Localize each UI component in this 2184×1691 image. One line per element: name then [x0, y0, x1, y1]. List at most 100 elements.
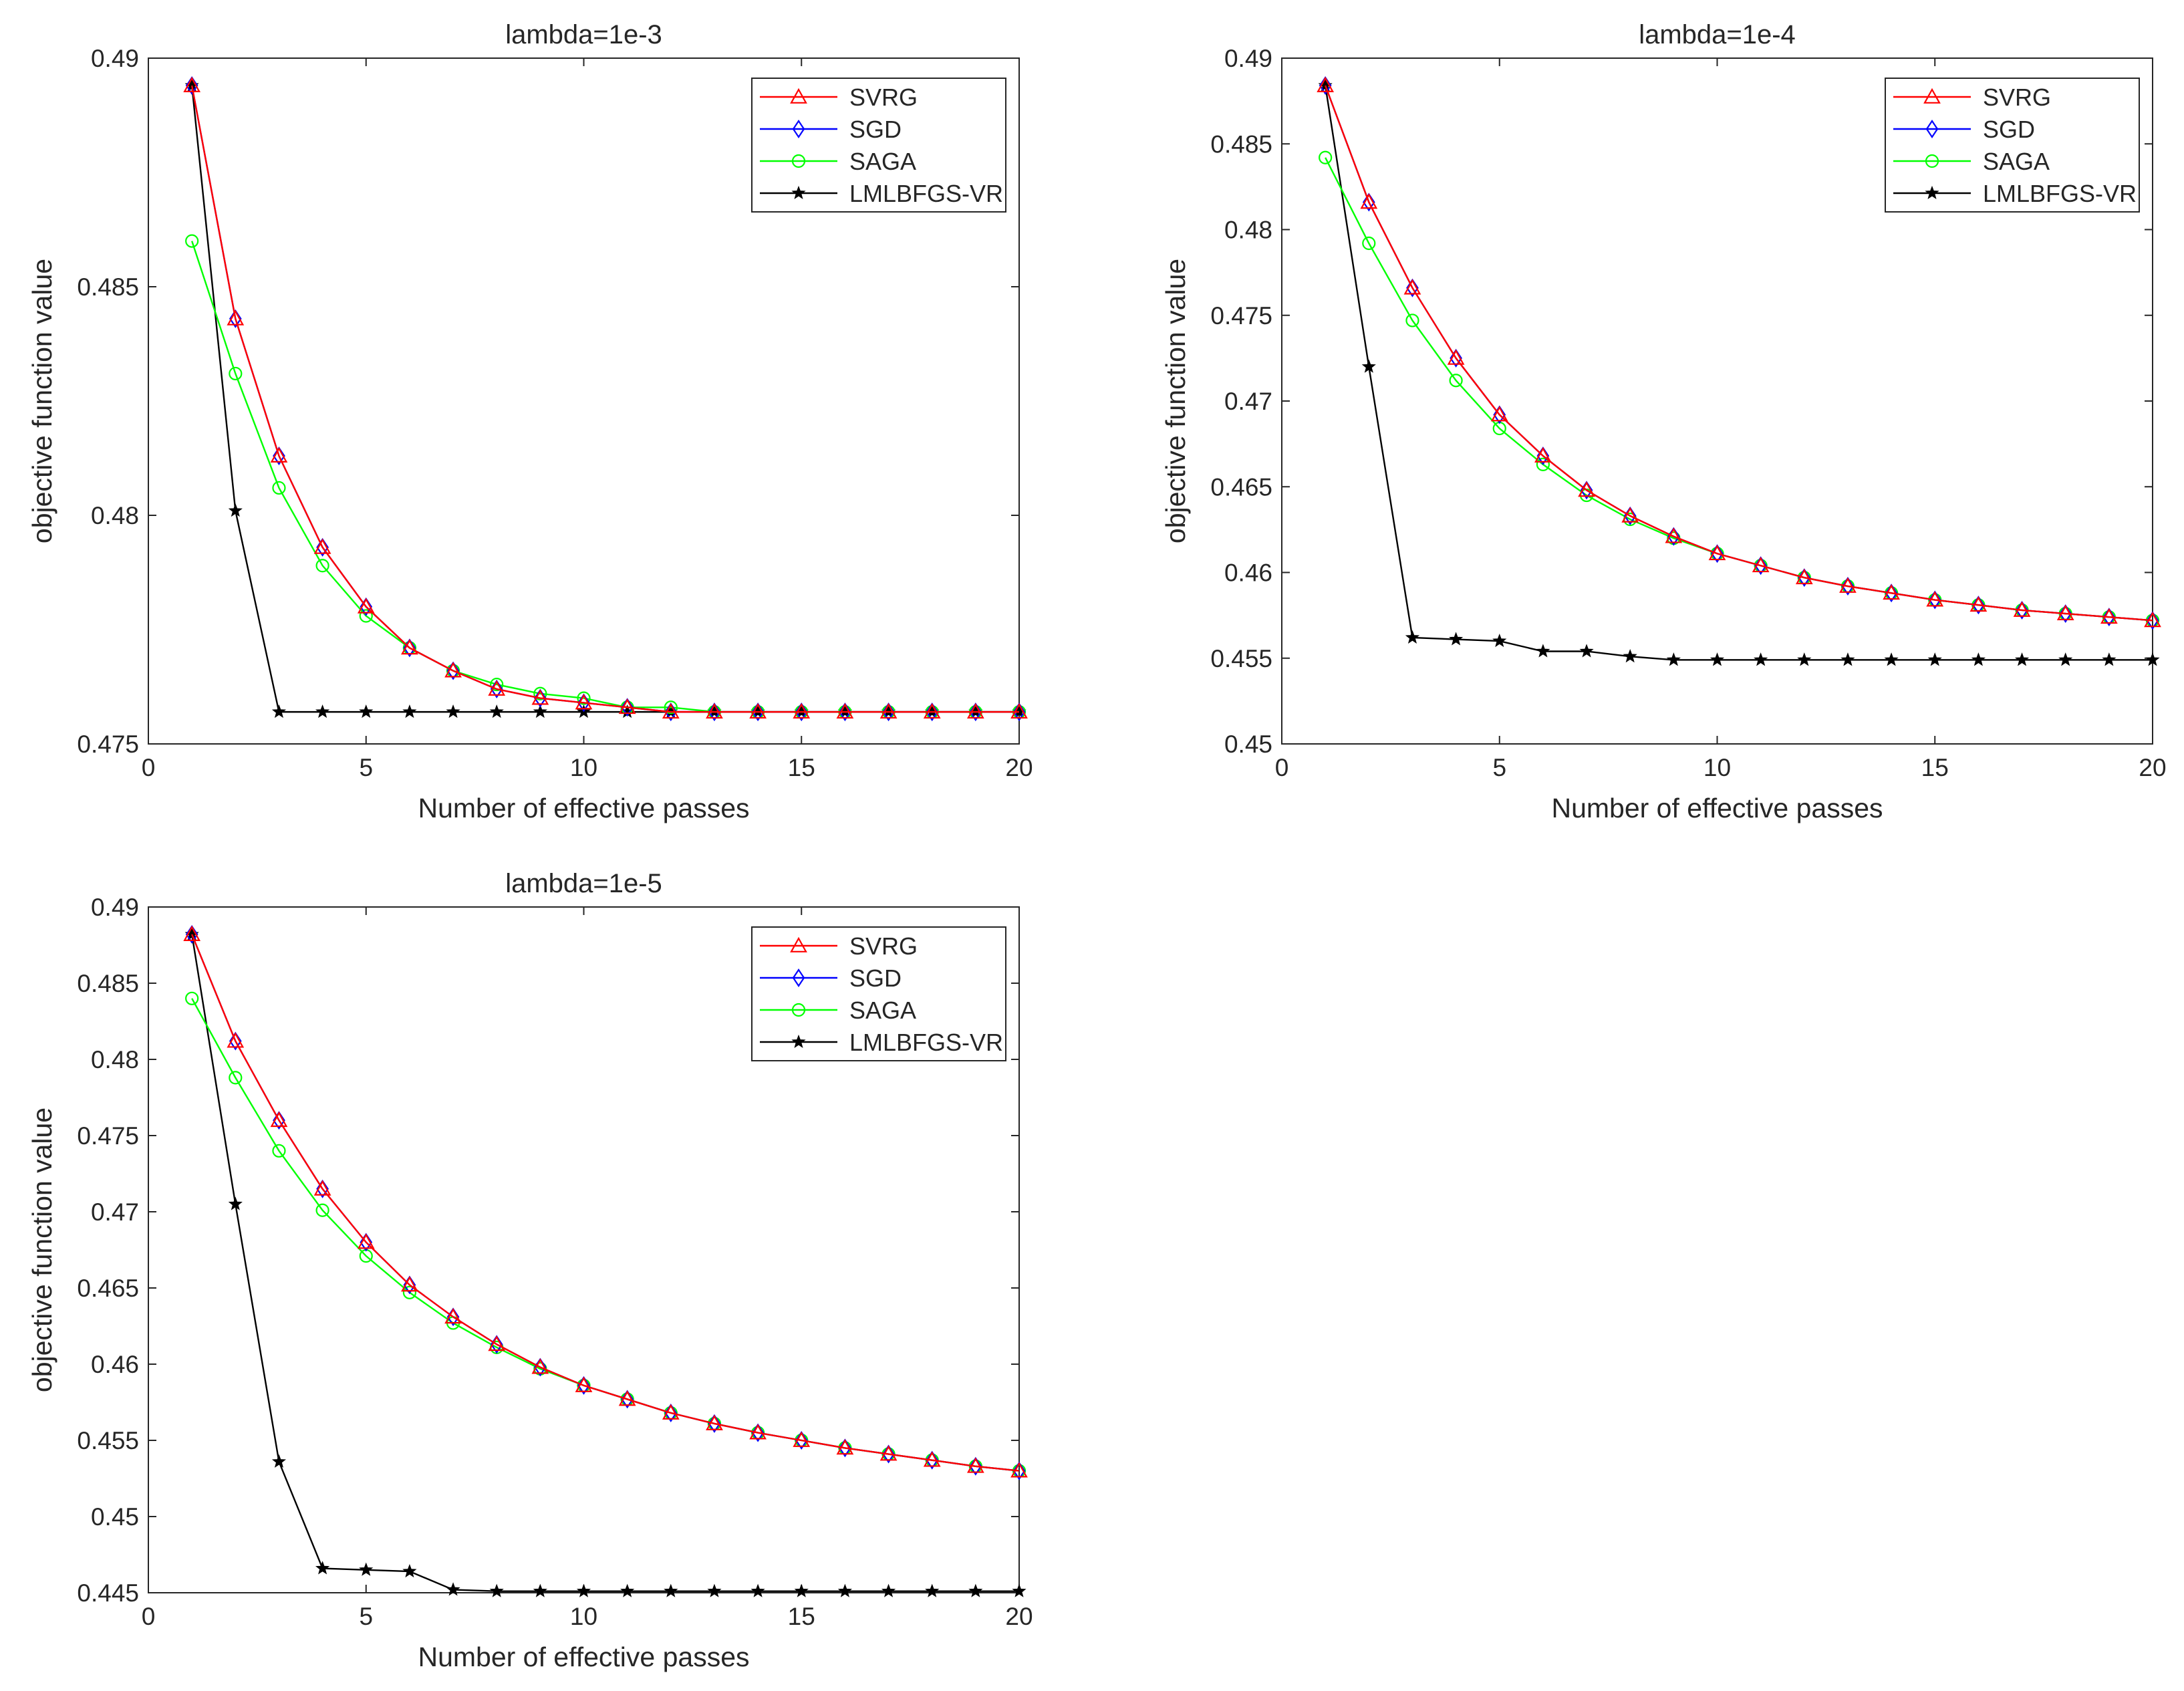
data-point: [575, 694, 593, 710]
y-tick-label: 0.485: [77, 970, 139, 997]
data-point: [793, 1431, 811, 1447]
data-point: [490, 677, 504, 692]
legend-item-svrg: SVRG: [1893, 84, 2051, 111]
data-point: [2144, 612, 2161, 628]
data-point: [664, 700, 678, 714]
y-tick-label: 0.455: [1210, 645, 1272, 672]
data-point: [620, 1583, 635, 1597]
data-point: [706, 1414, 723, 1430]
data-point: [1841, 577, 1855, 596]
data-point: [577, 691, 591, 705]
data-point: [315, 1561, 330, 1575]
data-point: [488, 1335, 506, 1351]
data-point: [794, 1583, 809, 1597]
data-point: [795, 1431, 808, 1450]
data-point: [968, 1583, 983, 1597]
legend-label: SVRG: [1983, 84, 2051, 111]
data-point: [1360, 193, 1378, 209]
data-point: [1362, 236, 1376, 251]
data-point: [618, 1390, 636, 1406]
data-point: [531, 1358, 549, 1374]
legend-box: [751, 78, 1006, 213]
data-point: [228, 503, 243, 517]
data-point: [577, 1376, 590, 1395]
data-point: [2016, 600, 2028, 620]
legend-marker: [792, 120, 805, 138]
data-point: [1406, 278, 1419, 297]
data-point: [446, 704, 460, 719]
data-point: [227, 309, 245, 326]
data-point: [664, 1583, 678, 1597]
data-point: [1711, 544, 1724, 563]
x-tick-label: 5: [1492, 754, 1506, 781]
legend-box: [751, 926, 1006, 1061]
data-point: [1972, 596, 1985, 615]
data-point: [1884, 652, 1899, 666]
data-point: [882, 702, 895, 722]
data-point: [534, 688, 547, 708]
data-point: [1010, 702, 1028, 719]
chart-panel-3: 0 5 10 15 20 0.445 0.45 0.455 0.46 0.465 0.47 0.475…: [27, 869, 1033, 1672]
data-point: [1621, 507, 1639, 523]
data-point: [1447, 349, 1465, 365]
data-point: [227, 1032, 245, 1048]
data-point: [621, 1390, 634, 1409]
data-point: [271, 704, 287, 719]
data-point: [1361, 359, 1376, 373]
data-point: [489, 704, 504, 719]
y-tick-label: 0.47: [91, 1198, 139, 1226]
data-point: [1971, 652, 1986, 666]
data-point: [488, 680, 506, 696]
data-point: [839, 702, 851, 722]
data-point: [316, 1179, 329, 1198]
data-point: [357, 1233, 375, 1249]
data-point: [708, 1414, 721, 1433]
data-point: [2146, 611, 2159, 630]
series-line: [191, 934, 1020, 1472]
data-point: [402, 1563, 417, 1578]
data-point: [881, 1583, 896, 1597]
series-line: [190, 85, 1019, 713]
legend-item-saga: SAGA: [760, 148, 916, 175]
series-svrg: [183, 925, 1028, 1478]
series-line: [1325, 85, 2153, 622]
data-point: [966, 702, 984, 719]
data-point: [272, 1144, 286, 1158]
data-point: [1319, 76, 1332, 96]
legend-item-lmlbfgs-vr: LMLBFGS-VR: [1893, 180, 2137, 207]
y-tick-label: 0.475: [77, 1122, 139, 1150]
legend-label: SVRG: [849, 84, 918, 111]
data-point: [1883, 584, 1900, 600]
x-tick-label: 0: [142, 1603, 156, 1630]
y-tick-label: 0.465: [77, 1275, 139, 1302]
data-point: [1839, 577, 1857, 593]
y-axis-label: objective function value: [27, 1108, 57, 1392]
series-lmlbfgs-vr: [184, 926, 1027, 1597]
data-point: [751, 1423, 765, 1442]
data-point: [1449, 632, 1464, 646]
y-tick-label: 0.475: [1210, 302, 1272, 330]
legend: SVRG SGD SAGA LMLBFGS-VR: [751, 926, 1006, 1061]
data-point: [1012, 1583, 1027, 1597]
data-point: [185, 925, 198, 944]
legend-label: SGD: [1983, 116, 2035, 143]
data-point: [229, 309, 242, 328]
data-point: [1534, 446, 1552, 463]
y-tick-label: 0.49: [91, 894, 139, 921]
legend-label: LMLBFGS-VR: [849, 1029, 1003, 1056]
data-point: [315, 1203, 329, 1217]
legend-item-svrg: SVRG: [760, 932, 918, 960]
data-point: [444, 1308, 462, 1324]
data-point: [1405, 313, 1419, 328]
legend-item-saga: SAGA: [1893, 148, 2050, 175]
data-point: [313, 538, 331, 554]
data-point: [750, 1583, 765, 1597]
y-tick-label: 0.455: [77, 1427, 139, 1454]
y-tick-label: 0.46: [1224, 559, 1272, 587]
data-point: [969, 702, 982, 722]
y-tick-label: 0.48: [91, 502, 139, 529]
data-point: [749, 702, 767, 719]
data-point: [273, 1111, 285, 1130]
data-point: [1012, 1461, 1026, 1480]
data-point: [925, 1583, 940, 1597]
